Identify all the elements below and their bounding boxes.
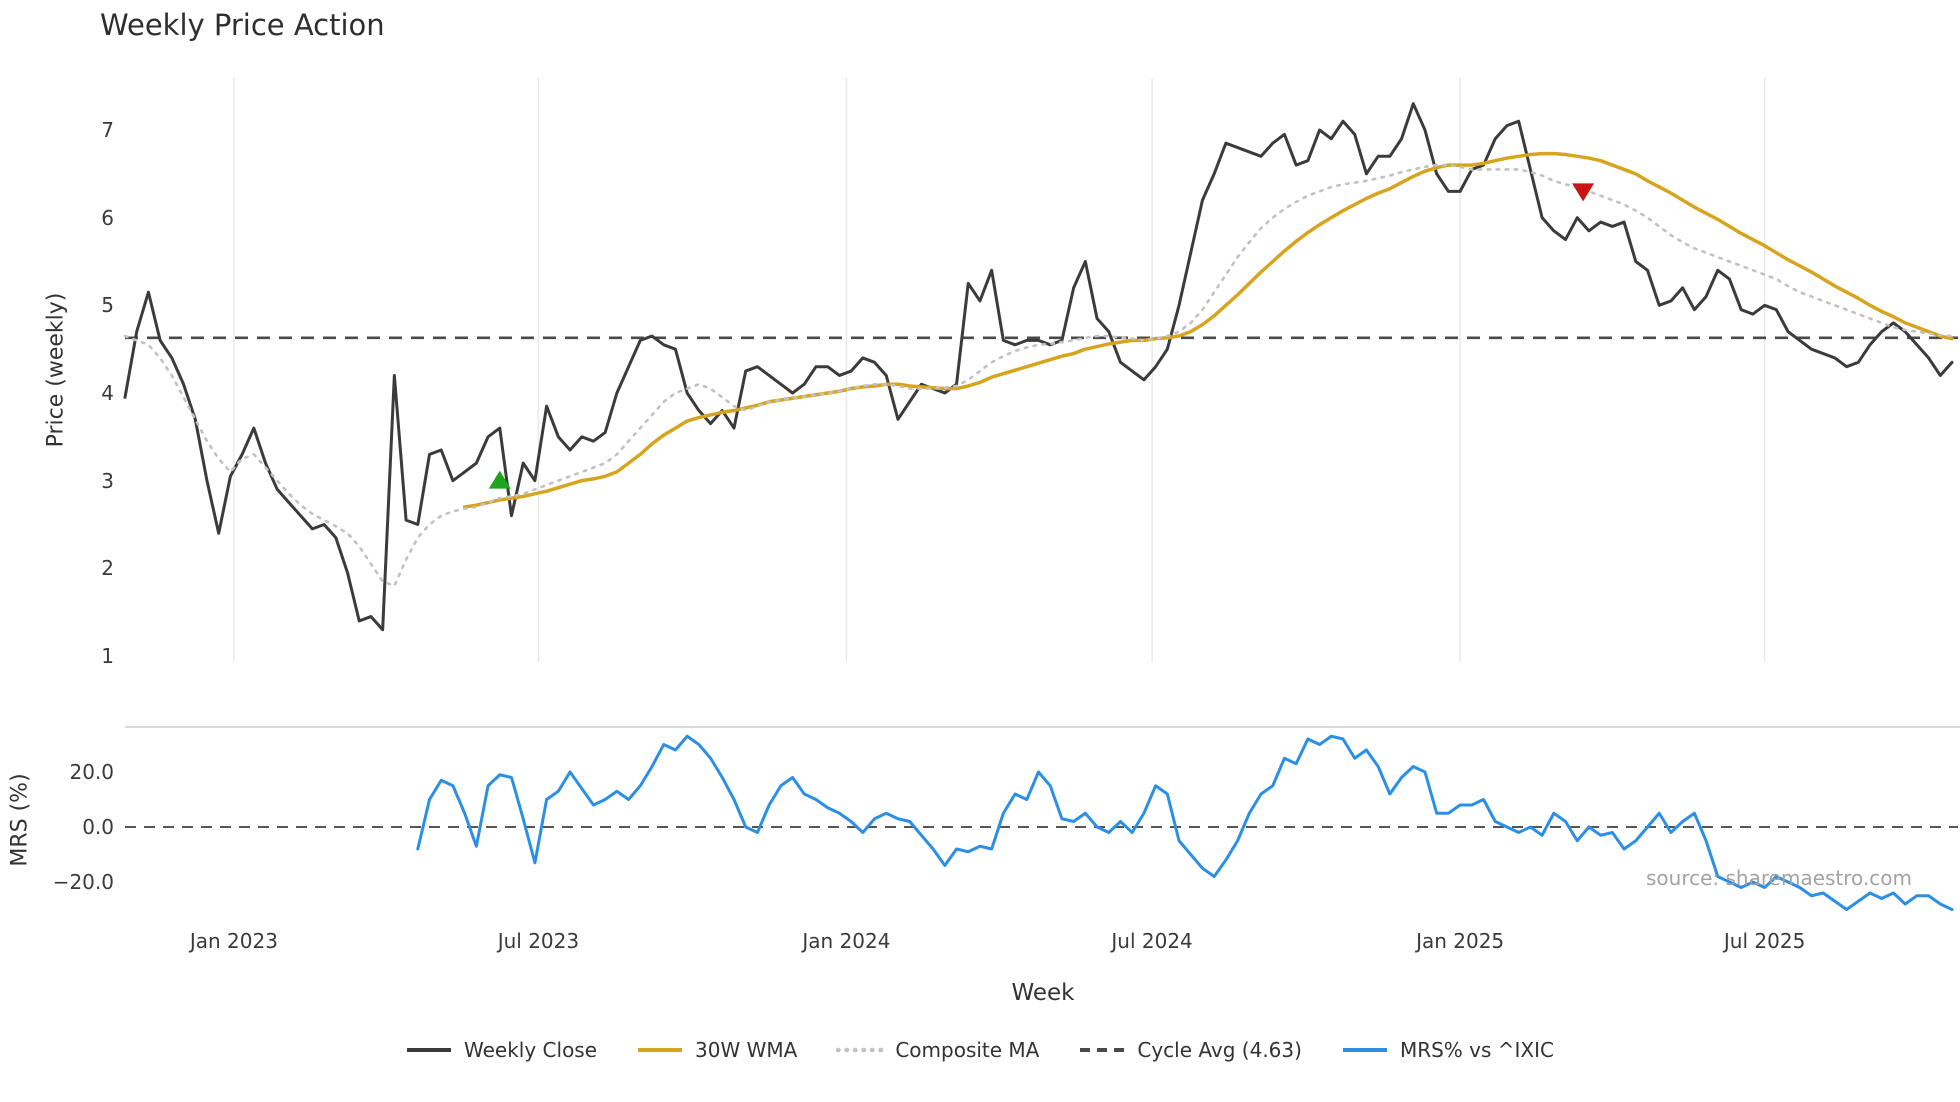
sell-signal-marker — [1572, 183, 1595, 202]
legend-item: 30W WMA — [637, 1038, 797, 1062]
legend-swatch — [407, 1048, 451, 1052]
price-tick-label: 3 — [101, 468, 114, 493]
legend-swatch — [836, 1047, 885, 1053]
mrs-vs-ixic-line — [416, 734, 1954, 911]
legend-item: Weekly Close — [406, 1038, 597, 1062]
x-tick-label: Jan 2025 — [1416, 929, 1505, 953]
chart-title: Weekly Price Action — [100, 8, 385, 42]
legend-label: 30W WMA — [695, 1038, 798, 1062]
legend-item: Cycle Avg (4.63) — [1079, 1038, 1302, 1062]
price-tick-label: 6 — [101, 205, 114, 230]
x-axis-label: Week — [1011, 980, 1075, 1006]
legend: Weekly Close 30W WMA Composite MA Cycle … — [0, 1038, 1960, 1062]
x-tick-label: Jan 2024 — [802, 929, 891, 953]
legend-label: Composite MA — [895, 1038, 1040, 1062]
mrs-tick-label: 20.0 — [69, 760, 114, 784]
x-tick-label: Jan 2023 — [189, 929, 278, 953]
watermark-text: source: sharemaestro.com — [1646, 866, 1912, 890]
legend-label: MRS% vs ^IXIC — [1399, 1038, 1554, 1062]
composite-ma-line — [123, 163, 1954, 588]
buy-signal-marker — [488, 470, 511, 489]
x-tick-label: Jul 2023 — [497, 929, 580, 953]
legend-label: Weekly Close — [464, 1038, 598, 1062]
mrs-tick-label: 0.0 — [82, 815, 114, 839]
price-tick-label: 2 — [101, 556, 114, 581]
legend-swatch — [1342, 1048, 1387, 1052]
mrs-tick-label: −20.0 — [52, 870, 114, 894]
price-tick-label: 1 — [101, 644, 114, 668]
x-tick-label: Jul 2024 — [1111, 929, 1193, 953]
x-tick-label: Jul 2025 — [1723, 929, 1806, 953]
legend-swatch — [1080, 1048, 1125, 1052]
price-tick-label: 5 — [101, 293, 114, 318]
legend-label: Cycle Avg (4.63) — [1137, 1038, 1302, 1062]
30w-wma-line — [462, 151, 1954, 509]
legend-item: Composite MA — [836, 1038, 1040, 1062]
weekly-close-line — [123, 102, 1954, 632]
price-tick-label: 4 — [101, 381, 114, 405]
price-tick-label: 7 — [101, 118, 114, 142]
legend-item: MRS% vs ^IXIC — [1342, 1038, 1554, 1062]
legend-swatch — [638, 1048, 683, 1052]
